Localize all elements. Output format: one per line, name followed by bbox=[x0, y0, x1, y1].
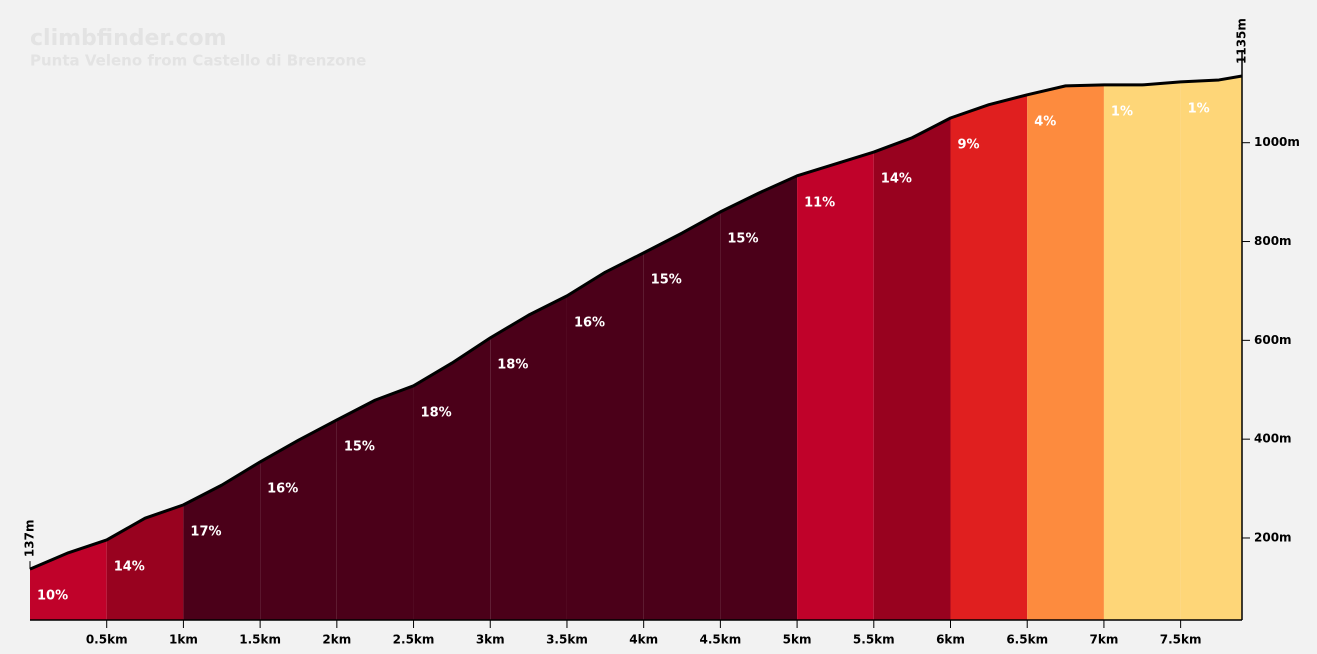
gradient-label: 18% bbox=[421, 405, 452, 420]
gradient-label: 18% bbox=[497, 357, 528, 372]
y-tick-label: 1000m bbox=[1254, 135, 1300, 149]
x-tick-label: 6km bbox=[936, 633, 965, 647]
x-tick-label: 1km bbox=[169, 633, 198, 647]
x-tick-label: 4km bbox=[629, 633, 658, 647]
gradient-label: 15% bbox=[651, 272, 682, 287]
x-tick-label: 6.5km bbox=[1006, 633, 1048, 647]
x-tick-label: 4.5km bbox=[700, 633, 742, 647]
gradient-label: 9% bbox=[958, 137, 980, 152]
x-tick-label: 7km bbox=[1090, 633, 1119, 647]
x-tick-label: 3.5km bbox=[546, 633, 588, 647]
segment bbox=[413, 337, 491, 620]
gradient-label: 16% bbox=[267, 481, 298, 496]
profile-line bbox=[29, 74, 1243, 571]
segment bbox=[1103, 81, 1181, 621]
gradient-label: 10% bbox=[37, 589, 68, 604]
x-tick-label: 2.5km bbox=[393, 633, 435, 647]
x-tick-label: 0.5km bbox=[86, 633, 128, 647]
segment bbox=[720, 175, 798, 621]
chart-title: climbfinder.com bbox=[30, 26, 227, 51]
gradient-label: 1% bbox=[1188, 101, 1210, 116]
start-elevation-label: 137m bbox=[23, 520, 37, 558]
y-tick-label: 800m bbox=[1254, 234, 1292, 248]
segment bbox=[336, 385, 414, 620]
segment bbox=[490, 295, 567, 620]
x-tick-label: 1.5km bbox=[239, 633, 281, 647]
gradient-label: 16% bbox=[574, 315, 605, 330]
x-tick-label: 5km bbox=[783, 633, 812, 647]
segment bbox=[566, 252, 644, 620]
segment bbox=[260, 419, 337, 620]
segment bbox=[797, 152, 874, 620]
x-tick-label: 7.5km bbox=[1160, 633, 1202, 647]
y-tick-label: 200m bbox=[1254, 530, 1292, 544]
segment bbox=[183, 461, 261, 620]
chart-subtitle: Punta Veleno from Castello di Brenzone bbox=[30, 52, 366, 70]
segment bbox=[1180, 76, 1242, 620]
gradient-label: 15% bbox=[727, 231, 758, 246]
segment bbox=[106, 504, 184, 620]
y-tick-label: 400m bbox=[1254, 432, 1292, 446]
gradient-label: 1% bbox=[1111, 104, 1133, 119]
segment bbox=[1027, 84, 1104, 620]
end-elevation-label: 1135m bbox=[1235, 18, 1249, 64]
segment bbox=[643, 211, 721, 621]
x-tick-label: 2km bbox=[322, 633, 351, 647]
x-tick-label: 5.5km bbox=[853, 633, 895, 647]
gradient-label: 14% bbox=[114, 559, 145, 574]
segment bbox=[950, 94, 1028, 621]
gradient-label: 15% bbox=[344, 439, 375, 454]
segment bbox=[30, 539, 107, 620]
y-tick-label: 600m bbox=[1254, 333, 1292, 347]
x-tick-label: 3km bbox=[476, 633, 505, 647]
gradient-label: 17% bbox=[190, 524, 221, 539]
gradient-label: 14% bbox=[881, 172, 912, 187]
gradient-label: 11% bbox=[804, 195, 835, 210]
segment bbox=[873, 117, 951, 621]
gradient-label: 4% bbox=[1034, 114, 1056, 129]
